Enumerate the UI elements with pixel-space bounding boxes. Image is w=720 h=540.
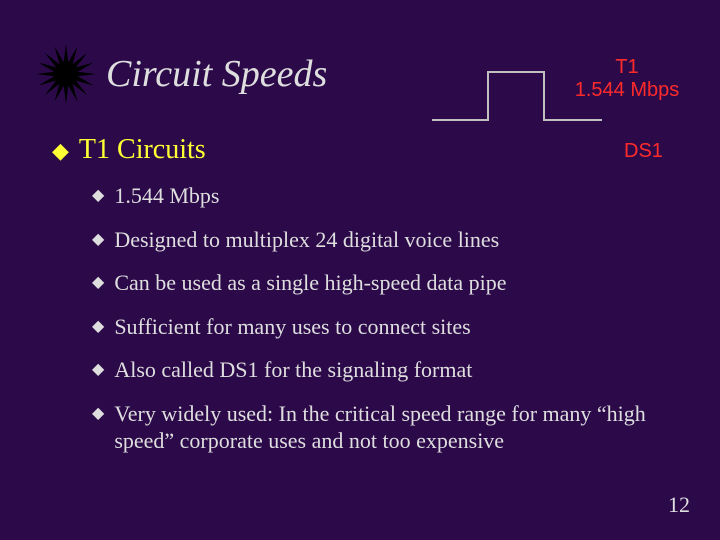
bullet-text: Can be used as a single high-speed data … (114, 269, 506, 297)
diagram-t1-label: T11.544 Mbps (572, 56, 682, 102)
list-item: ◆ Very widely used: In the critical spee… (92, 400, 720, 455)
diamond-bullet-icon: ◆ (92, 188, 104, 204)
list-item: ◆ Sufficient for many uses to connect si… (92, 313, 720, 341)
diamond-bullet-icon: ◆ (92, 275, 104, 291)
starburst-icon (34, 42, 98, 106)
list-item: ◆ Designed to multiplex 24 digital voice… (92, 226, 720, 254)
diamond-bullet-icon: ◆ (92, 362, 104, 378)
signal-diagram: T11.544 Mbps DS1 (432, 56, 682, 141)
content-area: ◆ T1 Circuits ◆ 1.544 Mbps ◆ Designed to… (0, 106, 720, 455)
diagram-ds1-label: DS1 (624, 140, 663, 163)
page-number: 12 (668, 492, 690, 518)
bullet-text: Also called DS1 for the signaling format (114, 356, 472, 384)
bullet-text: Designed to multiplex 24 digital voice l… (114, 226, 499, 254)
bullet-text: Sufficient for many uses to connect site… (114, 313, 470, 341)
list-item: ◆ Can be used as a single high-speed dat… (92, 269, 720, 297)
diamond-bullet-icon: ◆ (92, 319, 104, 335)
section-heading: T1 Circuits (79, 134, 206, 166)
slide-title: Circuit Speeds (106, 52, 327, 96)
list-item: ◆ 1.544 Mbps (92, 182, 720, 210)
bullet-text: 1.544 Mbps (114, 182, 219, 210)
bullet-text: Very widely used: In the critical speed … (114, 400, 674, 455)
diamond-bullet-icon: ◆ (52, 140, 69, 162)
diamond-bullet-icon: ◆ (92, 406, 104, 422)
bullet-list: ◆ 1.544 Mbps ◆ Designed to multiplex 24 … (52, 176, 720, 455)
list-item: ◆ Also called DS1 for the signaling form… (92, 356, 720, 384)
diamond-bullet-icon: ◆ (92, 232, 104, 248)
